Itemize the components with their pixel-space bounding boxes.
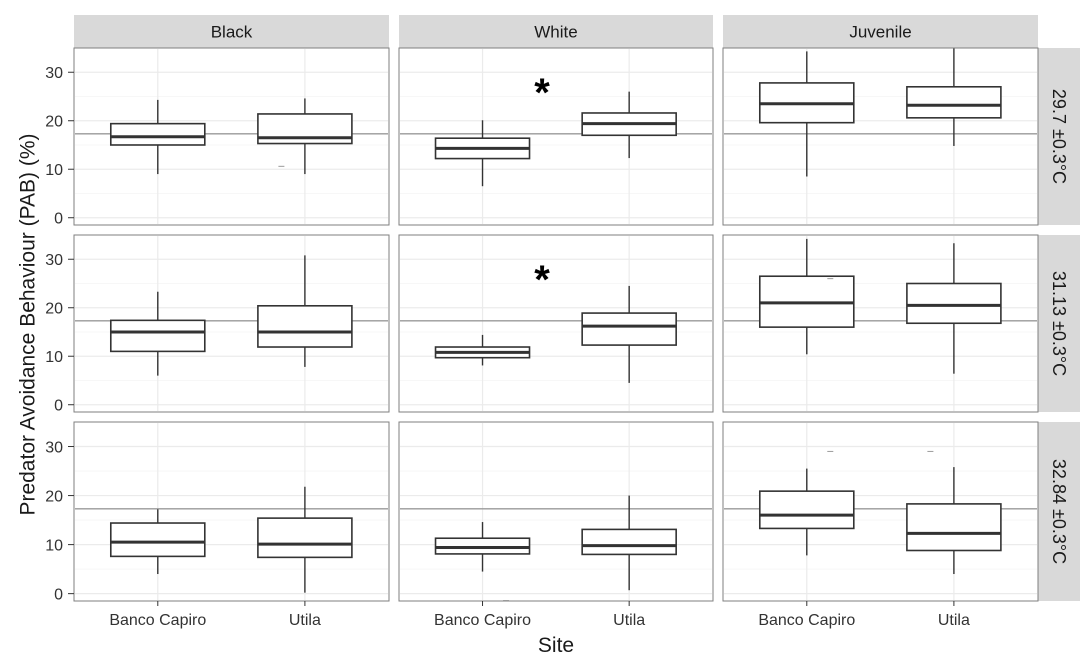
y-tick-label: 30 (45, 65, 63, 82)
y-tick-label: 20 (45, 301, 63, 318)
interquartile-box (111, 124, 205, 145)
interquartile-box (111, 523, 205, 556)
row-strip-label: 31.13 ±0.3°C (1049, 271, 1069, 376)
interquartile-box (582, 313, 676, 345)
column-strip-label: Black (211, 23, 253, 42)
x-tick-label: Utila (289, 612, 321, 629)
x-tick-label: Banco Capiro (758, 612, 855, 629)
interquartile-box (760, 491, 854, 528)
significance-marker: * (534, 258, 550, 302)
y-tick-label: 10 (45, 162, 63, 179)
interquartile-box (111, 320, 205, 351)
y-tick-label: 30 (45, 252, 63, 269)
interquartile-box (258, 518, 352, 557)
y-tick-label: 10 (45, 349, 63, 366)
x-tick-label: Utila (613, 612, 645, 629)
y-tick-label: 20 (45, 114, 63, 131)
y-tick-label: 30 (45, 440, 63, 457)
y-tick-label: 0 (54, 587, 63, 604)
column-strip-label: White (534, 23, 577, 42)
x-axis-title: Site (538, 634, 574, 657)
y-tick-label: 10 (45, 538, 63, 555)
panel-1-2 (399, 48, 713, 225)
panel-3-2 (399, 422, 713, 601)
interquartile-box (582, 529, 676, 554)
interquartile-box (258, 306, 352, 347)
row-strip-label: 29.7 ±0.3°C (1049, 89, 1069, 184)
x-tick-label: Banco Capiro (434, 612, 531, 629)
row-strip-label: 32.84 ±0.3°C (1049, 459, 1069, 564)
y-tick-label: 0 (54, 211, 63, 228)
interquartile-box (907, 504, 1001, 551)
x-tick-label: Banco Capiro (109, 612, 206, 629)
panel-3-1 (74, 422, 389, 601)
interquartile-box (907, 87, 1001, 118)
y-tick-label: 0 (54, 398, 63, 415)
panel-1-3 (723, 48, 1038, 225)
y-tick-label: 20 (45, 489, 63, 506)
y-axis-title: Predator Avoidance Behaviour (PAB) (%) (17, 133, 40, 515)
x-tick-label: Utila (938, 612, 970, 629)
significance-marker: * (534, 71, 550, 115)
interquartile-box (907, 283, 1001, 323)
column-strip-label: Juvenile (849, 23, 911, 42)
